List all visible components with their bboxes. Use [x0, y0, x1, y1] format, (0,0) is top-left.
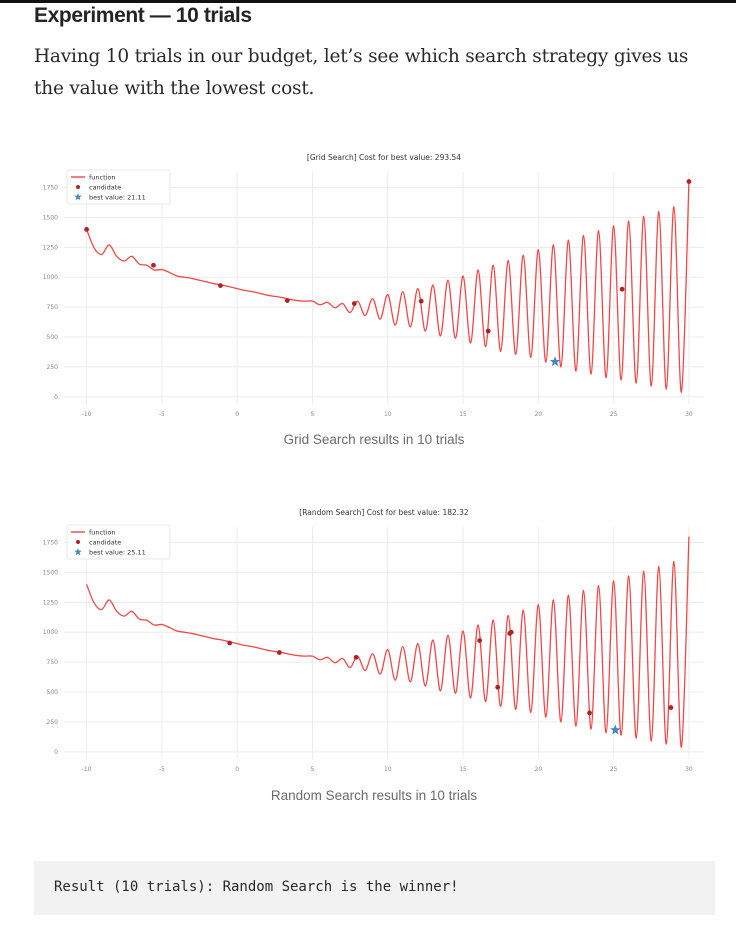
x-tick-label: -10 — [82, 411, 92, 418]
random-search-figure: 0 250 500 750 1000 1250 1500 1750 -10 -5 0 5 10 15 20 2… — [34, 495, 714, 815]
y-tick-label: 0 — [54, 749, 58, 756]
y-tick-label: 750 — [47, 659, 59, 666]
x-tick-label: 25 — [610, 766, 618, 773]
y-tick-label: 500 — [47, 334, 59, 341]
intro-paragraph: Having 10 trials in our budget, let’s se… — [34, 46, 689, 99]
x-tick-label: 20 — [535, 766, 543, 773]
legend-best-swatch — [74, 193, 82, 201]
candidate-point — [151, 262, 156, 268]
candidate-point — [686, 179, 692, 184]
candidate-point — [495, 684, 501, 690]
y-tick-label: 0 — [54, 394, 58, 401]
y-tick-label: 750 — [47, 304, 59, 311]
y-tick-label: 1000 — [43, 274, 58, 281]
x-tick-label: -5 — [159, 411, 165, 418]
x-tick-label: 25 — [610, 411, 618, 418]
x-tick-label: 10 — [384, 766, 392, 773]
x-tick-label: 10 — [384, 411, 392, 418]
x-tick-label: 5 — [311, 411, 315, 418]
legend-box — [66, 169, 171, 205]
chart-title: [Random Search] Cost for best value: 182… — [299, 508, 469, 517]
function-line — [85, 536, 690, 748]
grid-search-chart: 0 250 500 750 1000 1250 1500 1750 -10 -5 0 5 10 15 20 2… — [43, 153, 704, 418]
legend-candidate-label: candidate — [89, 184, 121, 192]
y-tick-label: 500 — [47, 689, 59, 696]
legend-best-label: best value: 25.11 — [89, 549, 146, 557]
result-code-text: Result (10 trials): Random Search is the… — [54, 879, 459, 895]
x-tick-label: 20 — [535, 411, 543, 418]
candidate-point — [508, 629, 514, 635]
x-tick-label: 0 — [235, 766, 239, 773]
candidate-point — [619, 286, 625, 292]
y-tick-label: 250 — [47, 719, 59, 726]
candidate-point — [284, 298, 290, 303]
candidate-point — [418, 298, 424, 304]
candidate-point — [218, 283, 223, 289]
x-tick-label: -10 — [82, 766, 92, 773]
y-tick-label: 1250 — [43, 599, 58, 606]
candidate-point — [351, 301, 357, 306]
best-value-star — [549, 356, 561, 367]
candidate-point — [485, 328, 491, 334]
x-tick-label: 15 — [459, 766, 467, 773]
candidate-point — [84, 227, 89, 232]
legend-box — [66, 524, 171, 560]
grid-search-caption: Grid Search results in 10 trials — [283, 432, 465, 447]
section-heading: Experiment — 10 trials — [34, 4, 252, 27]
y-tick-label: 1000 — [43, 629, 58, 636]
candidate-point — [227, 640, 233, 646]
x-tick-label: 0 — [235, 411, 239, 418]
legend-candidate-swatch — [76, 185, 80, 189]
grid-search-figure: 0 250 500 750 1000 1250 1500 1750 -10 -5 0 5 10 15 20 2… — [34, 140, 714, 460]
x-tick-label: -5 — [159, 766, 165, 773]
y-tick-label: 1750 — [43, 540, 58, 547]
legend-candidate-label: candidate — [89, 539, 121, 547]
candidate-point — [353, 654, 359, 660]
top-border — [0, 0, 736, 3]
legend-best-label: best value: 21.11 — [89, 194, 146, 202]
y-tick-label: 1500 — [43, 214, 58, 221]
random-search-chart: 0 250 500 750 1000 1250 1500 1750 -10 -5 0 5 10 15 20 2… — [43, 508, 704, 773]
x-tick-label: 5 — [311, 766, 315, 773]
x-tick-label: 30 — [685, 411, 693, 418]
legend-best-swatch — [74, 548, 82, 556]
legend-candidate-swatch — [76, 540, 80, 544]
y-tick-label: 1500 — [43, 569, 58, 576]
x-tick-label: 30 — [685, 766, 693, 773]
candidate-point — [276, 650, 282, 655]
x-tick-label: 15 — [459, 411, 467, 418]
candidate-point — [587, 710, 592, 716]
y-tick-label: 1250 — [43, 244, 58, 251]
candidate-point — [477, 638, 483, 644]
candidate-point — [668, 705, 674, 710]
y-tick-label: 1750 — [43, 185, 58, 192]
result-code-block: Result (10 trials): Random Search is the… — [34, 861, 715, 915]
function-line — [85, 181, 690, 393]
chart-title: [Grid Search] Cost for best value: 293.5… — [307, 153, 461, 162]
legend-function-label: function — [89, 174, 116, 182]
best-value-star — [610, 724, 621, 735]
random-search-caption: Random Search results in 10 trials — [270, 788, 478, 803]
y-tick-label: 250 — [47, 364, 59, 371]
legend-function-label: function — [89, 529, 116, 537]
